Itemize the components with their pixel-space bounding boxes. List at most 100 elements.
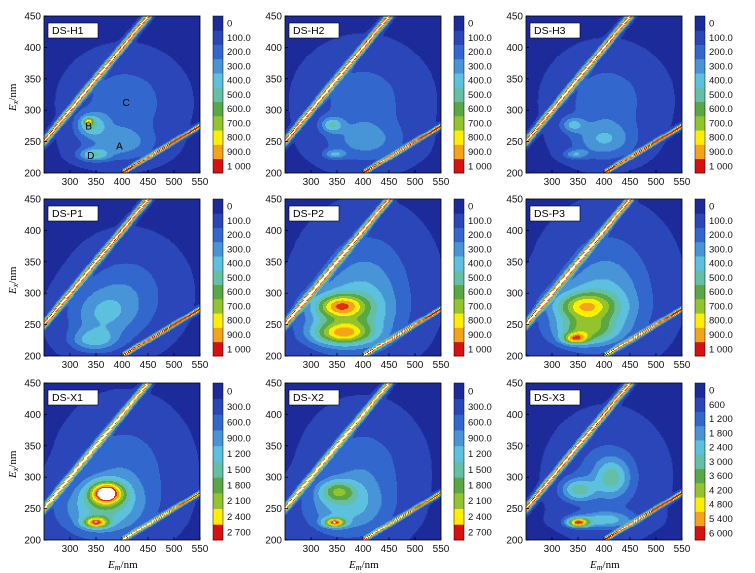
x-axis-title: Em/nm (107, 559, 138, 572)
colorbar-swatch (695, 327, 705, 343)
colorbar-swatch (213, 341, 223, 357)
colorbar-swatch (454, 130, 464, 145)
colorbar-swatch (213, 144, 223, 160)
colorbar-swatch (454, 298, 464, 314)
colorbar-tick-label: 300.0 (468, 61, 492, 72)
colorbar-tick-label: 600 (709, 400, 725, 411)
panel-label: DS-P1 (52, 208, 83, 220)
colorbar-swatch (695, 16, 705, 31)
colorbar-swatch (695, 158, 705, 174)
x-tick-label: 450 (140, 360, 157, 371)
eem-panel: 300 350 400 450 500 550 200 250 300 350 400 450 DS-H… (506, 12, 732, 189)
x-tick-label: 500 (166, 177, 183, 188)
colorbar-tick-label: 300.0 (227, 402, 251, 413)
x-tick-label: 400 (596, 544, 613, 555)
y-tick-label: 250 (506, 504, 523, 515)
colorbar-tick-label: 800.0 (709, 316, 733, 327)
colorbar-tick-label: 300.0 (709, 61, 733, 72)
colorbar-tick-label: 2 400 (468, 512, 492, 523)
heatmap-surface (285, 199, 441, 356)
x-tick-label: 300 (303, 360, 320, 371)
x-tick-label: 500 (648, 360, 665, 371)
colorbar-tick-label: 1 500 (227, 465, 251, 476)
colorbar-swatch (213, 477, 223, 494)
y-tick-label: 300 (265, 106, 282, 117)
colorbar-swatch (695, 482, 705, 498)
panel-label-box (529, 205, 581, 222)
colorbar-tick-label: 900.0 (227, 330, 251, 341)
colorbar-tick-label: 1 000 (227, 344, 251, 355)
colorbar-tick-label: 700.0 (227, 118, 251, 129)
peak-label: B (85, 121, 92, 132)
colorbar-swatch (213, 284, 223, 300)
colorbar-tick-label: 400.0 (227, 76, 251, 87)
colorbar-swatch (695, 511, 705, 527)
y-tick-label: 450 (506, 195, 523, 206)
colorbar-swatch (454, 461, 464, 478)
colorbar-swatch (454, 524, 464, 541)
colorbar-frame (212, 15, 224, 174)
x-tick-label: 550 (674, 360, 691, 371)
x-tick-label: 500 (166, 360, 183, 371)
colorbar-tick-label: 300.0 (468, 402, 492, 413)
eem-panel: 300 350 400 450 500 550 200 250 300 350 400 450 DS-P… (24, 195, 250, 372)
x-tick-label: 400 (596, 360, 613, 371)
y-tick-label: 200 (506, 352, 523, 363)
colorbar-swatch (695, 270, 705, 286)
y-tick-label: 200 (506, 169, 523, 180)
x-tick-label: 550 (433, 544, 450, 555)
colorbar-tick-label: 700.0 (709, 301, 733, 312)
colorbar-tick-label: 500.0 (468, 90, 492, 101)
panel-label: DS-X1 (52, 392, 83, 404)
colorbar-frame (453, 382, 465, 541)
colorbar-tick-label: 800.0 (468, 316, 492, 327)
x-tick-label: 350 (329, 544, 346, 555)
colorbar-swatch (695, 227, 705, 243)
y-tick-label: 350 (506, 257, 523, 268)
colorbar-swatch (213, 241, 223, 257)
panel-label: DS-X2 (293, 392, 324, 404)
x-tick-label: 550 (433, 177, 450, 188)
x-tick-label: 550 (433, 360, 450, 371)
colorbar-tick-label: 800.0 (709, 133, 733, 144)
y-tick-label: 450 (24, 195, 41, 206)
colorbar-tick-label: 600.0 (709, 104, 733, 115)
eem-panel: 300 350 400 450 500 550 200 250 300 350 400 450 DS-X… (24, 379, 250, 556)
panel-label-box (47, 389, 99, 406)
colorbar-swatch (695, 199, 705, 214)
colorbar-tick-label: 100.0 (227, 33, 251, 44)
x-tick-label: 450 (622, 544, 639, 555)
colorbar-tick-label: 600.0 (227, 287, 251, 298)
colorbar-tick-label: 4 800 (709, 500, 733, 511)
y-tick-label: 400 (265, 410, 282, 421)
y-tick-label: 400 (24, 226, 41, 237)
heatmap-surface (526, 16, 682, 173)
x-tick-label: 550 (192, 544, 209, 555)
panel-label: DS-H3 (534, 25, 566, 37)
colorbar-swatch (213, 115, 223, 131)
peak-label: C (123, 98, 130, 109)
x-tick-label: 300 (544, 360, 561, 371)
colorbar-tick-label: 500.0 (227, 273, 251, 284)
colorbar-tick-label: 2 400 (227, 512, 251, 523)
colorbar-swatch (695, 425, 705, 441)
colorbar-swatch (213, 298, 223, 314)
y-tick-label: 250 (265, 137, 282, 148)
panel-label-box (288, 389, 340, 406)
panel-label-box (288, 205, 340, 222)
colorbar-swatch (454, 445, 464, 462)
x-tick-label: 500 (407, 544, 424, 555)
colorbar-swatch (213, 58, 223, 74)
colorbar-swatch (695, 497, 705, 512)
colorbar-swatch (454, 144, 464, 160)
y-tick-label: 200 (265, 169, 282, 180)
x-tick-label: 500 (407, 360, 424, 371)
colorbar-swatch (454, 87, 464, 103)
x-tick-label: 350 (88, 177, 105, 188)
colorbar-tick-label: 2 100 (227, 496, 251, 507)
colorbar-tick-label: 200.0 (709, 230, 733, 241)
y-tick-label: 400 (506, 226, 523, 237)
x-tick-label: 300 (544, 544, 561, 555)
colorbar-swatch (695, 454, 705, 470)
colorbar-tick-label: 800.0 (468, 133, 492, 144)
